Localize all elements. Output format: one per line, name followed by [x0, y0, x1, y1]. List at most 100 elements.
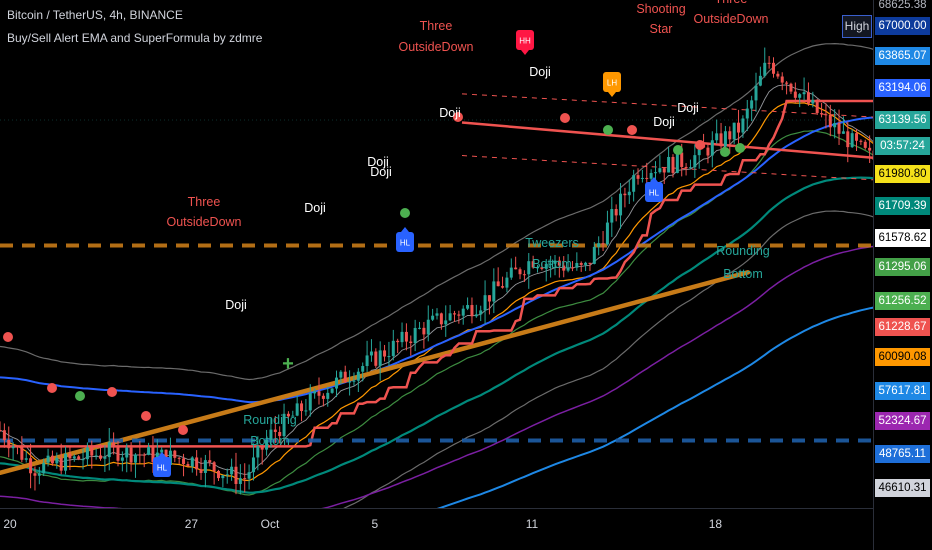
candle — [509, 258, 513, 280]
candle — [483, 280, 487, 324]
candle — [667, 146, 671, 173]
candle-body — [404, 331, 408, 342]
candle — [793, 82, 797, 103]
candle — [662, 167, 666, 184]
pattern-label: Doji — [529, 65, 551, 79]
price-tag: 63865.07 — [875, 47, 930, 65]
pattern-label: Bottom — [723, 267, 763, 281]
candle — [536, 265, 540, 273]
candle — [151, 436, 155, 473]
candle-body — [251, 457, 255, 473]
candle — [2, 423, 6, 448]
signal-dot — [603, 125, 613, 135]
candle — [863, 139, 867, 150]
candle — [182, 453, 186, 477]
signal-dot — [400, 208, 410, 218]
candle-body — [68, 453, 72, 459]
candle — [470, 297, 474, 324]
candle — [138, 441, 142, 464]
candle — [308, 384, 312, 417]
candle-body — [745, 108, 749, 119]
candle — [758, 66, 762, 87]
candle-body — [300, 403, 304, 412]
candle-body — [531, 261, 535, 268]
candle — [286, 411, 290, 420]
candle-body — [334, 377, 338, 389]
signal-dot — [560, 113, 570, 123]
candle-body — [431, 315, 435, 320]
candle-body — [566, 267, 570, 271]
candle-body — [706, 147, 710, 156]
candle-body — [426, 319, 430, 335]
candle — [313, 388, 317, 399]
candle — [846, 121, 850, 163]
candle-body — [190, 457, 194, 467]
candle-body — [304, 410, 308, 412]
candle — [199, 457, 203, 480]
candle-body — [654, 172, 657, 174]
candle-body — [120, 457, 124, 461]
price-tag: 61980.80 — [875, 165, 930, 183]
candle — [785, 80, 789, 95]
ema-teal-line — [0, 176, 873, 494]
candle — [300, 400, 304, 422]
candle-body — [33, 473, 37, 476]
candle-body — [24, 458, 28, 460]
symbol-title: Bitcoin / TetherUS, 4h, BINANCE — [7, 8, 183, 22]
candle — [505, 271, 509, 293]
candle — [343, 365, 347, 383]
pivot-callout: HL — [645, 177, 663, 202]
candle-body — [256, 446, 260, 458]
candle — [562, 256, 566, 278]
candle-body — [133, 454, 137, 463]
candle-body — [479, 310, 483, 315]
candle-body — [291, 415, 295, 417]
candle — [42, 458, 46, 477]
candle — [37, 466, 41, 485]
candle — [112, 432, 116, 455]
candle — [387, 341, 391, 367]
candle-body — [457, 314, 461, 316]
candle-body — [369, 351, 373, 356]
candle-body — [487, 295, 491, 302]
candle-body — [771, 62, 775, 74]
candle-body — [584, 262, 588, 265]
x-tick-label: 11 — [525, 517, 539, 531]
candle-body — [824, 114, 828, 116]
candle-body — [147, 446, 151, 455]
candle-body — [42, 462, 46, 474]
price-tag: 03:57:24 — [875, 137, 930, 155]
candle-body — [383, 350, 387, 357]
pivot-pointer — [521, 50, 529, 55]
price-tag: 52324.67 — [875, 412, 930, 430]
candle-body — [273, 429, 277, 432]
candle-body — [549, 263, 553, 265]
candle — [833, 109, 837, 139]
pattern-label: Three — [188, 195, 221, 209]
candle — [627, 179, 631, 205]
signal-dot — [735, 143, 745, 153]
candle-body — [330, 388, 334, 393]
candle-body — [470, 305, 474, 317]
candle-body — [439, 313, 443, 325]
candle-body — [767, 62, 771, 64]
candle — [802, 77, 806, 101]
candle — [120, 451, 124, 472]
price-chart-canvas[interactable]: + DojiDojiDojiDojiDojiDojiDojiDojiThreeO… — [0, 0, 873, 508]
candle-body — [632, 175, 636, 192]
time-axis[interactable] — [0, 508, 873, 550]
candle-body — [247, 472, 251, 479]
candle-body — [610, 209, 614, 223]
candle-body — [863, 141, 867, 148]
candle-body — [592, 246, 596, 264]
candle-body — [365, 355, 369, 367]
candle — [675, 152, 679, 174]
candle-body — [138, 454, 142, 456]
candle — [557, 256, 561, 278]
candle-body — [81, 459, 85, 461]
candle-body — [107, 442, 111, 458]
candle — [304, 399, 308, 416]
candle — [125, 443, 129, 473]
candle — [767, 56, 771, 69]
